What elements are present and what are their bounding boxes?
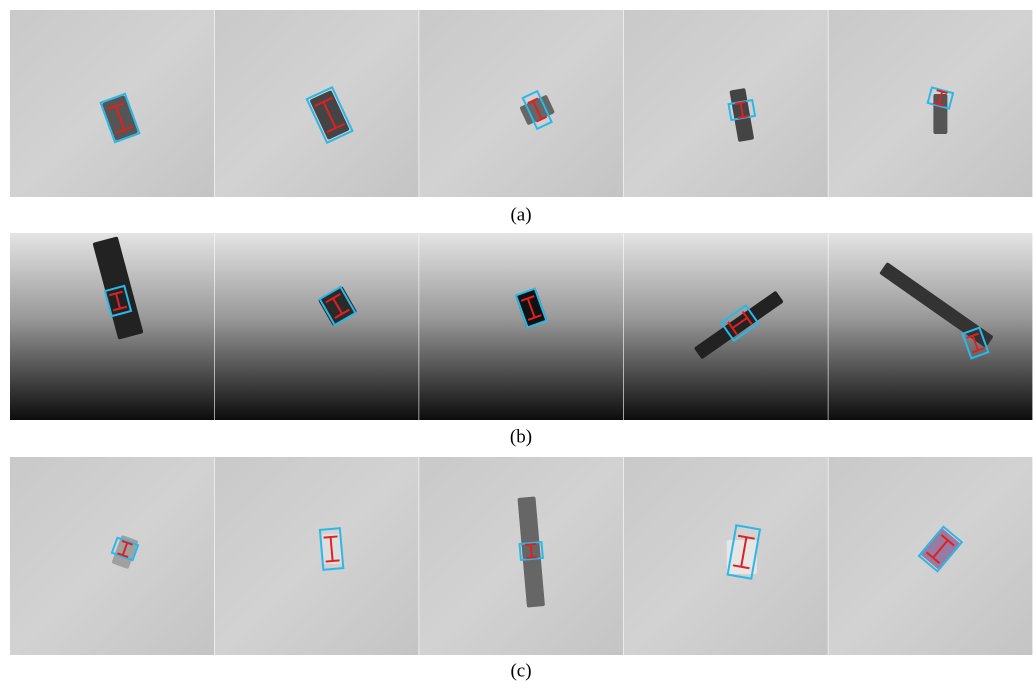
image-tile [215, 10, 419, 197]
image-tile [215, 457, 419, 655]
image-tile [10, 233, 214, 420]
grasp-jaw [324, 536, 338, 537]
image-tile [828, 10, 1032, 197]
tile-background [624, 10, 828, 197]
image-tile [828, 457, 1032, 655]
image-tile [624, 457, 828, 655]
tile-background [624, 457, 828, 655]
caption: (a) [510, 204, 531, 225]
grasp-jaw [526, 557, 537, 558]
tile-background [215, 233, 419, 420]
image-tile [10, 10, 214, 197]
image-tile [828, 233, 1032, 420]
image-tile [419, 10, 623, 197]
tile-background [10, 457, 214, 655]
caption: (c) [510, 660, 531, 681]
image-tile [419, 457, 623, 655]
image-tile [419, 233, 623, 420]
figure: (a) (b) (c) [0, 0, 1033, 690]
tile-background [828, 233, 1032, 420]
tile-background [215, 457, 419, 655]
caption: (b) [510, 426, 532, 447]
tile-background [419, 10, 623, 197]
image-tile [624, 233, 828, 420]
grasp-jaw [326, 560, 340, 561]
grasp-line [531, 544, 532, 557]
tile-background [419, 233, 623, 420]
image-tile [624, 10, 828, 197]
image-tile [215, 233, 419, 420]
grasp-jaw [525, 544, 536, 545]
image-tile [10, 457, 214, 655]
